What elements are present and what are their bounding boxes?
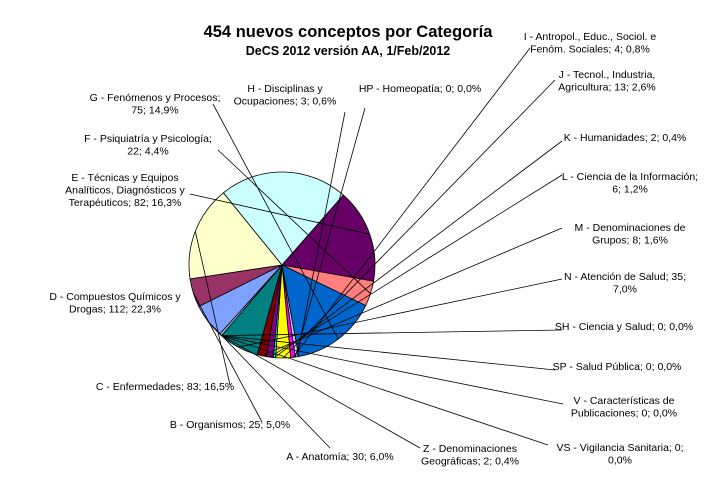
slice-label-b: B - Organismos; 25; 5,0% [170,419,290,431]
slice-label-n: N - Atención de Salud; 35; 7,0% [564,271,686,296]
slice-label-sh: SH - Ciencia y Salud; 0; 0,0% [555,321,693,333]
leader-line-h [296,111,346,357]
leader-line-sh [221,329,563,336]
slice-label-j: J - Tecnol., Industria, Agricultura; 13; … [558,69,655,94]
leader-line-l [269,174,563,358]
slice-label-f: F - Psiquiatría y Psicología; 22; 4,4% [84,133,212,158]
slice-label-g: G - Fenómenos y Procesos; 75; 14,9% [90,92,221,117]
slice-label-m: M - Denominaciones de Grupos; 8; 1,6% [575,222,686,247]
slice-label-k: K - Humanidades; 2; 0,4% [564,132,687,144]
slice-label-h: H - Disciplinas y Ocupaciones; 3; 0,6% [234,83,337,108]
leader-line-f [217,149,371,294]
chart-title: 454 nuevos conceptos por Categoría [204,23,494,41]
pie-slice-d [222,171,344,266]
leader-line-v [221,335,564,405]
leader-lines [189,47,564,449]
leader-line-hp [294,107,366,358]
leader-line-j [282,79,556,359]
leader-line-c [194,231,231,386]
chart-subtitle: DeCS 2012 versión AA, 1/Feb/2012 [246,44,451,58]
slice-label-e: E - Técnicas y Equipos Analíticos, Diagnó… [65,172,185,209]
slice-label-sp: SP - Salud Pública; 0; 0,0% [553,361,682,373]
leader-line-a [207,321,331,449]
slice-label-hp: HP - Homeopatía; 0; 0,0% [359,83,481,95]
leader-line-b [192,292,263,423]
slice-labels: A - Anatomía; 30; 6,0% B - Organismos; 25… [49,31,698,468]
leader-line-vs [221,335,549,446]
slice-label-l: L - Ciencia de la Información; 6; 1,2% [562,171,698,196]
slice-label-a: A - Anatomía; 30; 6,0% [286,451,393,463]
slice-label-v: V - Características de Publicaciones; 0; … [571,395,677,420]
slice-label-i: I - Antropol., Educ., Sociol. e Fenóm. So… [524,31,657,56]
slice-label-c: C - Enfermedades; 83; 16,5% [96,381,234,393]
leader-line-e [189,193,370,235]
slice-label-z: Z - Denominaciones Geográficas; 2; 0,4% [421,443,519,468]
slice-label-d: D - Compuestos Químicos y Drogas; 112; 22… [49,291,181,316]
leader-line-sp [221,335,556,371]
slice-label-vs: VS - Vigilancia Sanitaria; 0; 0,0% [556,442,683,467]
leader-line-k [274,140,563,359]
leader-line-z [220,334,421,449]
leader-line-i [292,47,531,358]
leader-line-g [212,103,339,340]
leader-line-n [238,278,563,348]
